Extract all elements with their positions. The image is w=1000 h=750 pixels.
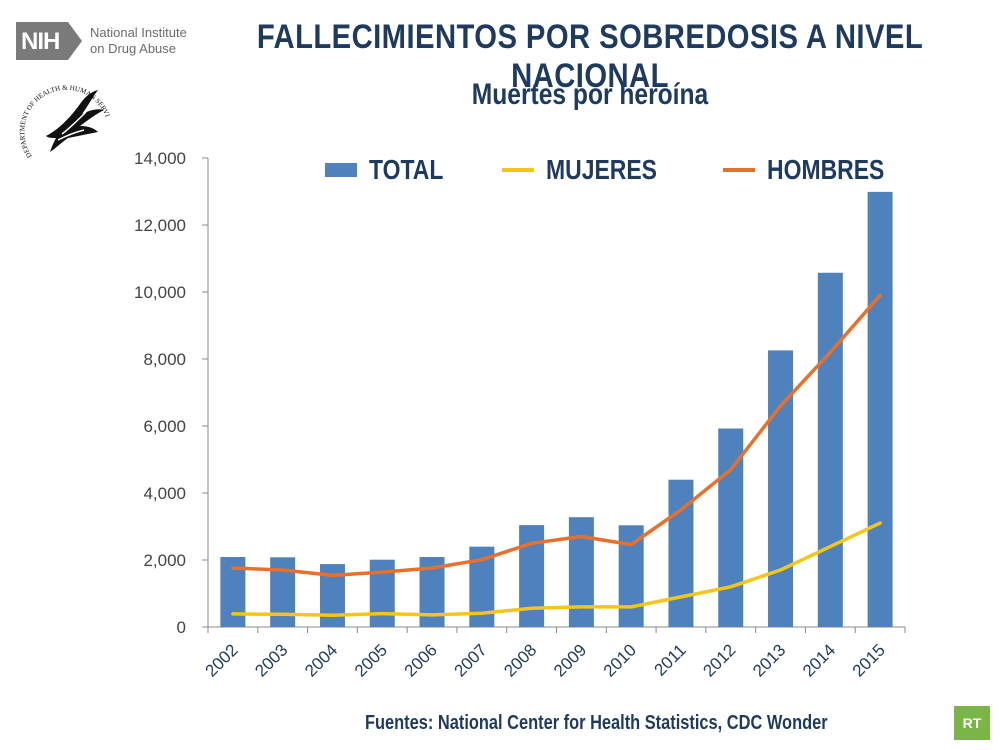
nih-abbrev: NIH <box>21 28 60 55</box>
y-tick-label: 0 <box>177 618 186 637</box>
source-note: Fuentes: National Center for Health Stat… <box>365 712 828 734</box>
chart-subtitle: Muertes por heroína <box>471 78 709 111</box>
legend-swatch-mujeres <box>501 168 534 172</box>
bar-total <box>568 517 594 627</box>
line-hombres <box>231 293 882 578</box>
nih-badge-shape <box>16 22 82 60</box>
nih-badge: NIH <box>16 22 82 60</box>
x-tick-label: 2006 <box>401 640 441 680</box>
line-mujeres <box>231 521 882 618</box>
x-tick-label: 2003 <box>251 640 291 680</box>
y-tick-label: 2,000 <box>143 551 186 570</box>
bar-total <box>817 272 843 627</box>
legend-item-mujeres: MUJERES <box>501 154 681 186</box>
x-tick-label: 2008 <box>500 640 540 680</box>
x-tick-label: 2014 <box>799 640 839 680</box>
x-tick-label: 2007 <box>450 640 490 680</box>
nih-name: National Institute on Drug Abuse <box>90 25 187 56</box>
x-tick-label: 2012 <box>699 640 739 680</box>
legend-label-hombres: HOMBRES <box>767 154 885 185</box>
legend-item-total: TOTAL <box>325 154 460 186</box>
bar-total <box>768 350 794 627</box>
x-tick-label: 2009 <box>550 640 590 680</box>
legend-label-mujeres: MUJERES <box>545 154 657 185</box>
x-tick-label: 2011 <box>651 640 690 679</box>
y-tick-label: 14,000 <box>134 149 186 168</box>
legend-label-total: TOTAL <box>369 154 444 185</box>
bar-total <box>270 557 296 627</box>
y-tick-label: 10,000 <box>134 283 186 302</box>
y-tick-label: 6,000 <box>143 417 186 436</box>
nih-logo: NIH National Institute on Drug Abuse <box>16 22 200 60</box>
bar-total <box>867 191 893 627</box>
x-tick-label: 2002 <box>202 640 242 680</box>
chart-title: FALLECIMIENTOS POR SOBREDOSIS A NIVEL NA… <box>256 18 924 95</box>
hhs-seal-icon: DEPARTMENT OF HEALTH & HUMAN SERVICES · … <box>18 78 112 159</box>
chart-legend: TOTAL MUJERES HOMBRES <box>325 154 952 186</box>
x-tick-label: 2004 <box>301 640 341 680</box>
x-tick-label: 2005 <box>351 640 391 680</box>
y-tick-label: 4,000 <box>143 484 186 503</box>
legend-swatch-total <box>325 163 357 177</box>
legend-swatch-hombres <box>723 168 756 172</box>
rt-badge: RT <box>954 706 990 740</box>
y-tick-label: 8,000 <box>143 350 186 369</box>
y-tick-label: 12,000 <box>134 216 186 235</box>
x-tick-label: 2013 <box>749 640 789 680</box>
legend-item-hombres: HOMBRES <box>723 154 910 186</box>
x-tick-label: 2015 <box>849 640 889 680</box>
x-tick-label: 2010 <box>600 640 640 680</box>
